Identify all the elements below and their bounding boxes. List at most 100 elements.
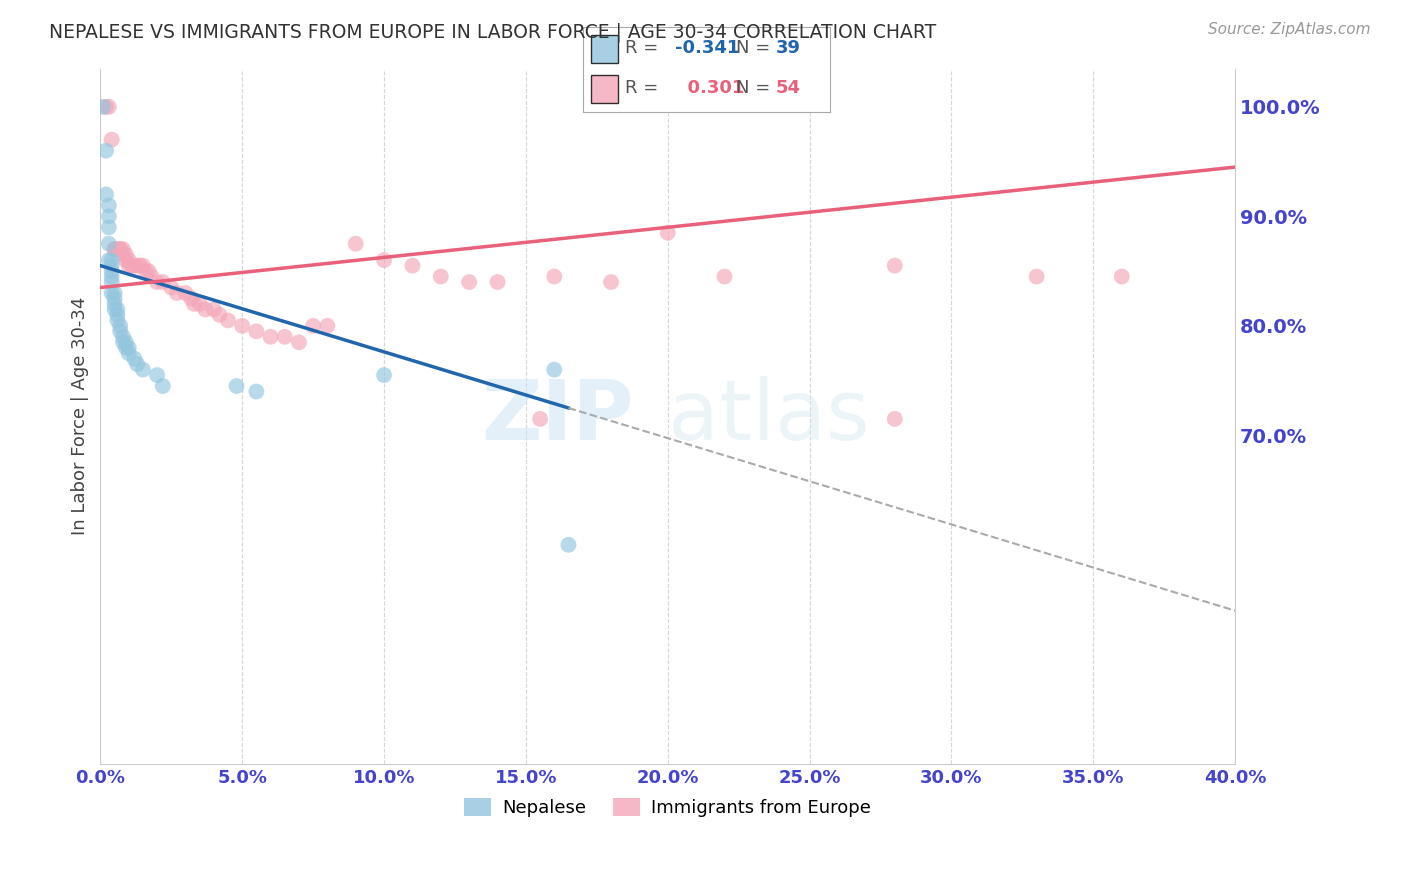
Point — [208, 308, 231, 322]
Point — [94, 187, 117, 202]
Point — [132, 362, 155, 376]
Point — [245, 384, 267, 399]
Point — [138, 264, 160, 278]
Point — [883, 259, 905, 273]
Point — [112, 247, 135, 261]
Text: N =: N = — [737, 79, 770, 97]
Point — [401, 259, 423, 273]
Point — [458, 275, 481, 289]
Text: NEPALESE VS IMMIGRANTS FROM EUROPE IN LABOR FORCE | AGE 30-34 CORRELATION CHART: NEPALESE VS IMMIGRANTS FROM EUROPE IN LA… — [49, 22, 936, 42]
Point — [166, 285, 188, 300]
Text: 39: 39 — [776, 39, 800, 57]
Point — [94, 100, 117, 114]
Point — [529, 412, 551, 426]
Point — [118, 253, 141, 268]
Point — [118, 346, 141, 360]
Point — [430, 269, 453, 284]
Point — [245, 324, 267, 338]
Point — [105, 313, 128, 327]
Point — [103, 285, 125, 300]
Point — [1111, 269, 1133, 284]
Point — [129, 259, 152, 273]
Point — [288, 335, 311, 350]
Text: 0.301: 0.301 — [675, 79, 744, 97]
Point — [103, 297, 125, 311]
Text: Source: ZipAtlas.com: Source: ZipAtlas.com — [1208, 22, 1371, 37]
Point — [115, 253, 138, 268]
Point — [100, 253, 122, 268]
Point — [108, 324, 131, 338]
Point — [274, 330, 297, 344]
Point — [217, 313, 239, 327]
Point — [105, 302, 128, 317]
Point — [1025, 269, 1047, 284]
Point — [97, 253, 120, 268]
Point — [112, 242, 135, 256]
Point — [115, 335, 138, 350]
Point — [883, 412, 905, 426]
Text: R =: R = — [626, 39, 658, 57]
Point — [103, 292, 125, 306]
Point — [344, 236, 367, 251]
Point — [194, 302, 217, 317]
Point — [543, 269, 565, 284]
Point — [127, 357, 149, 371]
Point — [124, 351, 146, 366]
Point — [97, 236, 120, 251]
Point — [146, 368, 169, 383]
Point — [105, 308, 128, 322]
Point — [188, 297, 211, 311]
Point — [225, 379, 247, 393]
Point — [180, 292, 202, 306]
Point — [118, 259, 141, 273]
Point — [543, 362, 565, 376]
Point — [100, 133, 122, 147]
Point — [100, 269, 122, 284]
Point — [115, 341, 138, 355]
Point — [103, 242, 125, 256]
Point — [103, 242, 125, 256]
Point — [152, 275, 174, 289]
Point — [121, 259, 143, 273]
Point — [108, 242, 131, 256]
Point — [108, 318, 131, 333]
Point — [231, 318, 253, 333]
Y-axis label: In Labor Force | Age 30-34: In Labor Force | Age 30-34 — [72, 297, 89, 535]
Point — [486, 275, 509, 289]
Point — [146, 275, 169, 289]
Point — [100, 264, 122, 278]
Point — [105, 242, 128, 256]
Point — [115, 247, 138, 261]
Point — [124, 259, 146, 273]
Point — [174, 285, 197, 300]
Point — [118, 341, 141, 355]
Point — [373, 253, 395, 268]
Point — [657, 226, 679, 240]
Point — [112, 330, 135, 344]
Point — [713, 269, 735, 284]
Point — [100, 285, 122, 300]
Text: R =: R = — [626, 79, 658, 97]
Text: ZIP: ZIP — [481, 376, 634, 457]
Point — [259, 330, 281, 344]
Text: -0.341: -0.341 — [675, 39, 740, 57]
Point — [141, 269, 163, 284]
Point — [160, 280, 183, 294]
Point — [202, 302, 225, 317]
Point — [97, 210, 120, 224]
Point — [97, 198, 120, 212]
Point — [103, 302, 125, 317]
Point — [373, 368, 395, 383]
Point — [108, 242, 131, 256]
Point — [316, 318, 339, 333]
Point — [127, 259, 149, 273]
Point — [97, 220, 120, 235]
FancyBboxPatch shape — [591, 36, 619, 63]
Point — [132, 259, 155, 273]
Point — [97, 100, 120, 114]
Point — [600, 275, 623, 289]
Point — [94, 144, 117, 158]
Point — [135, 264, 157, 278]
Point — [100, 275, 122, 289]
Point — [91, 100, 114, 114]
